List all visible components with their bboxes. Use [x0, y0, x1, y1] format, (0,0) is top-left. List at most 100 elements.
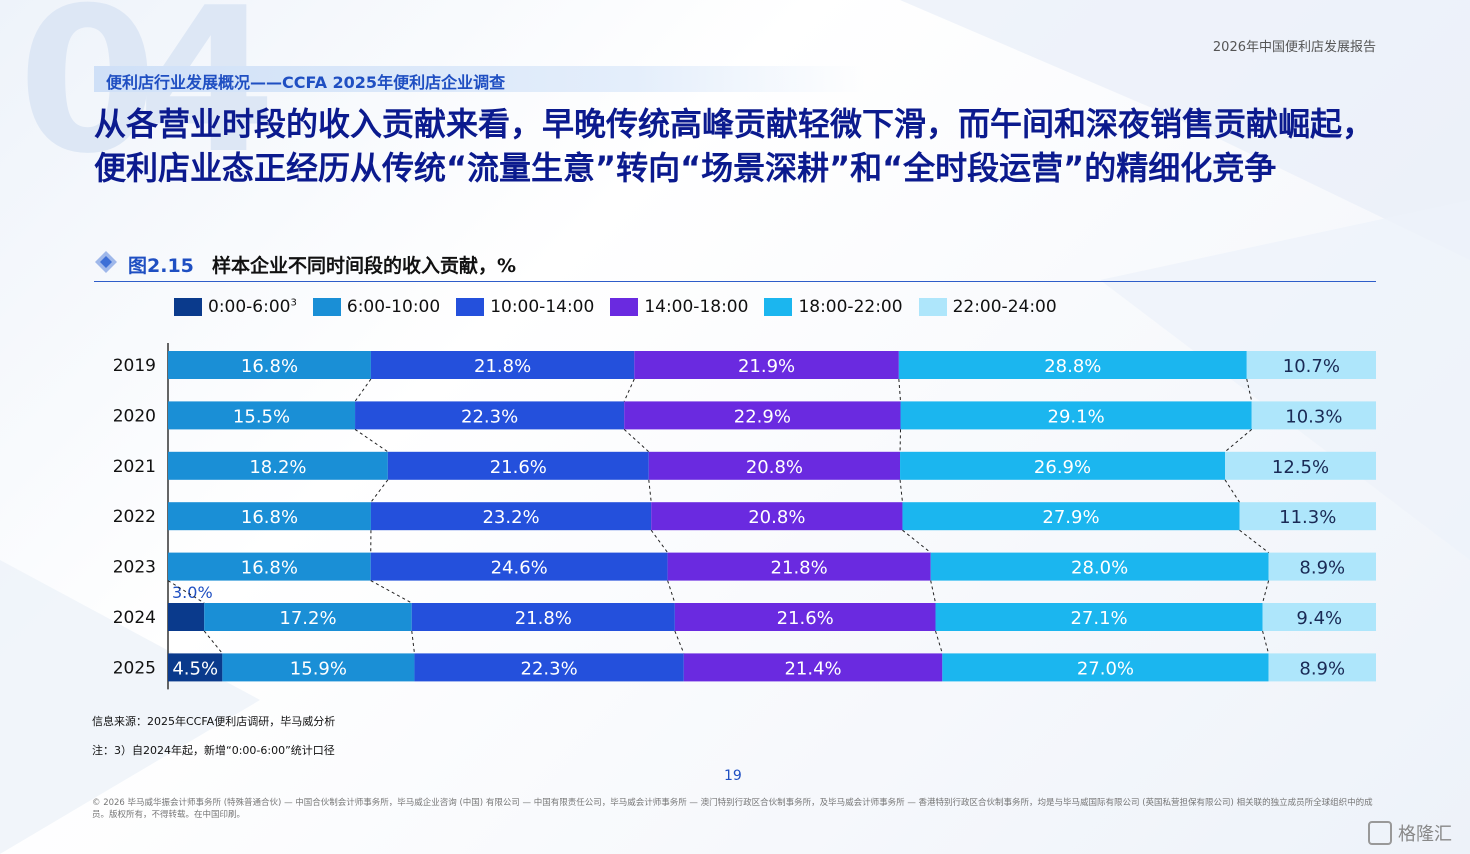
data-label: 29.1%	[1048, 406, 1105, 427]
bar-segment	[651, 502, 903, 531]
data-label: 9.4%	[1296, 608, 1342, 629]
figure-divider	[94, 281, 1376, 282]
data-label: 16.8%	[241, 356, 298, 377]
legend-item: 22:00-24:00	[918, 297, 1057, 317]
data-label: 22.3%	[521, 658, 578, 679]
bar-segment	[1268, 552, 1376, 581]
legend-label: 10:00-14:00	[490, 297, 595, 317]
data-label: 8.9%	[1299, 558, 1345, 579]
footnote: 注：3）自2024年起，新增“0:00-6:00”统计口径	[92, 744, 335, 757]
connector-line	[411, 630, 415, 654]
page-number: 19	[724, 768, 742, 784]
legend-item: 18:00-22:00	[764, 297, 903, 317]
data-label: 22.9%	[734, 406, 791, 427]
legend-swatch	[918, 298, 947, 316]
connector-line	[167, 580, 205, 604]
legend-swatch	[312, 298, 341, 316]
connector-line	[899, 479, 903, 503]
legend-swatch	[174, 298, 202, 316]
bar-segment	[1246, 351, 1376, 379]
connector-line	[370, 580, 413, 604]
source-note: 信息来源：2025年CCFA便利店调研，毕马威分析	[92, 715, 336, 728]
data-label: 20.8%	[748, 507, 805, 528]
bar-segment	[168, 401, 356, 430]
category-label: 2021	[113, 457, 156, 477]
figure-number: 图2.15	[128, 255, 194, 277]
legend-item: 14:00-18:00	[610, 297, 748, 317]
bar-segment	[674, 603, 936, 631]
data-label: 11.3%	[1279, 507, 1336, 528]
bar-segment	[1251, 401, 1376, 430]
report-name: 2026年中国便利店发展报告	[1212, 40, 1376, 55]
legend-label: 6:00-10:00	[346, 297, 441, 317]
data-label: 20.8%	[746, 457, 803, 478]
figure-title: 样本企业不同时间段的收入贡献，%	[212, 255, 517, 277]
bar-segment	[168, 603, 205, 631]
bar-segment	[930, 552, 1269, 581]
logo-g-icon	[1368, 821, 1392, 845]
bar-segment	[942, 653, 1269, 682]
data-label: 21.4%	[784, 658, 841, 679]
connector-line	[674, 630, 685, 654]
bar-segment	[168, 653, 223, 682]
bar-segment	[168, 502, 371, 531]
connector-line	[623, 429, 650, 453]
data-label: 24.6%	[491, 558, 548, 579]
data-label: 21.8%	[771, 558, 828, 579]
bar-segment	[683, 653, 943, 682]
connector-line	[354, 428, 389, 453]
legend-item: 10:00-14:00	[456, 297, 594, 317]
connector-line	[1246, 378, 1253, 402]
section-label: 便利店行业发展概况——CCFA 2025年便利店企业调查	[106, 73, 506, 92]
connector-line	[1224, 479, 1240, 503]
legend-swatch	[456, 298, 485, 316]
legend-item: 6:00-10:00	[312, 297, 441, 317]
category-label: 2019	[113, 356, 156, 376]
data-label: 10.7%	[1283, 356, 1340, 377]
legend-label: 18:00-22:00	[798, 297, 903, 317]
connector-line	[902, 529, 932, 553]
watermark-text: 格隆汇	[1398, 824, 1452, 845]
bar-segment	[902, 502, 1240, 531]
watermark: 格隆汇	[1368, 820, 1452, 846]
bar-segment	[898, 351, 1247, 379]
connector-line	[354, 378, 372, 402]
stacked-bar-chart: 2019 16.8% 21.8% 21.9% 28.8% 10.7% 2020 15.5% 22…	[113, 343, 1376, 690]
category-label: 2024	[113, 608, 156, 628]
data-label: 16.8%	[241, 558, 298, 579]
diamond-icon	[95, 251, 117, 273]
connector-line	[648, 479, 652, 503]
legend-label: 22:00-24:00	[952, 297, 1057, 317]
data-label: 3.0%	[172, 583, 213, 602]
bar-segment	[168, 451, 388, 480]
data-label: 27.9%	[1042, 507, 1099, 528]
data-label: 27.1%	[1070, 608, 1127, 629]
bar-segment	[900, 401, 1252, 430]
bar-segment	[204, 603, 412, 631]
connector-line	[1262, 580, 1270, 604]
data-label: 18.2%	[249, 457, 306, 478]
bar-segment	[1262, 603, 1376, 631]
bar-segment	[370, 351, 635, 379]
data-label: 28.0%	[1071, 558, 1128, 579]
connector-line	[1262, 630, 1269, 654]
page-headline: 从各营业时段的收入贡献来看，早晚传统高峰贡献轻微下滑，而午间和深夜销售贡献崛起，…	[94, 105, 1375, 187]
category-label: 2022	[113, 507, 156, 527]
bar-segment	[667, 552, 931, 581]
connector-line	[650, 529, 669, 553]
data-label: 21.6%	[777, 608, 834, 629]
connector-line	[935, 630, 943, 654]
data-label: 21.9%	[738, 356, 795, 377]
data-label: 21.6%	[490, 457, 547, 478]
category-label: 2020	[113, 406, 156, 426]
bar-segment	[634, 351, 899, 379]
connector-line	[623, 378, 635, 402]
legend-swatch	[764, 298, 793, 316]
data-label: 21.8%	[515, 608, 572, 629]
bar-segment	[624, 401, 901, 430]
bar-segment	[387, 451, 649, 480]
bar-segment	[1239, 502, 1376, 531]
connector-line	[370, 479, 389, 503]
chart-legend: 0:00-6:003 6:00-10:00 10:00-14:00 14:00-18:…	[174, 297, 1073, 317]
bar-segment	[414, 653, 684, 682]
